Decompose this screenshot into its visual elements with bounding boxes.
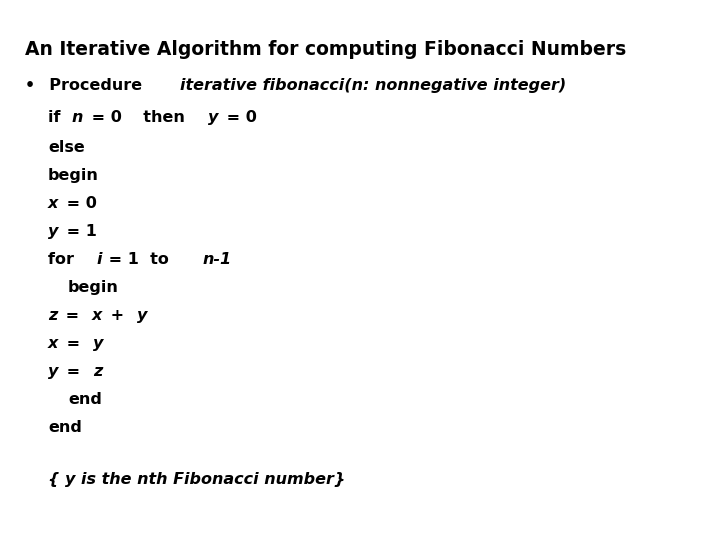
Text: iterative fibonacci(n: nonnegative integer): iterative fibonacci(n: nonnegative integ… xyxy=(180,78,566,93)
Text: for: for xyxy=(48,252,85,267)
Text: •: • xyxy=(25,78,35,93)
Text: =: = xyxy=(61,364,86,379)
Text: = 0: = 0 xyxy=(221,110,257,125)
Text: x: x xyxy=(48,196,58,211)
Text: +: + xyxy=(105,308,130,323)
Text: end: end xyxy=(48,420,82,435)
Text: = 1: = 1 xyxy=(61,224,97,239)
Text: = 1  to: = 1 to xyxy=(103,252,180,267)
Text: x: x xyxy=(48,336,58,351)
Text: y: y xyxy=(48,364,58,379)
Text: { y is the nth Fibonacci number}: { y is the nth Fibonacci number} xyxy=(48,472,346,487)
Text: i: i xyxy=(96,252,102,267)
Text: =: = xyxy=(60,308,85,323)
Text: =: = xyxy=(61,336,86,351)
Text: = 0: = 0 xyxy=(61,196,97,211)
Text: An Iterative Algorithm for computing Fibonacci Numbers: An Iterative Algorithm for computing Fib… xyxy=(25,40,626,59)
Text: x: x xyxy=(92,308,102,323)
Text: z: z xyxy=(94,364,103,379)
Text: then: then xyxy=(132,110,191,125)
Text: = 0: = 0 xyxy=(86,110,122,125)
Text: n: n xyxy=(71,110,83,125)
Text: end: end xyxy=(68,392,102,407)
Text: y: y xyxy=(94,336,104,351)
Text: n-1: n-1 xyxy=(202,252,232,267)
Text: y: y xyxy=(48,224,58,239)
Text: begin: begin xyxy=(48,168,99,183)
Text: if: if xyxy=(48,110,66,125)
Text: else: else xyxy=(48,140,85,155)
Text: Procedure: Procedure xyxy=(38,78,148,93)
Text: y: y xyxy=(208,110,218,125)
Text: y: y xyxy=(138,308,148,323)
Text: begin: begin xyxy=(68,280,119,295)
Text: z: z xyxy=(48,308,58,323)
